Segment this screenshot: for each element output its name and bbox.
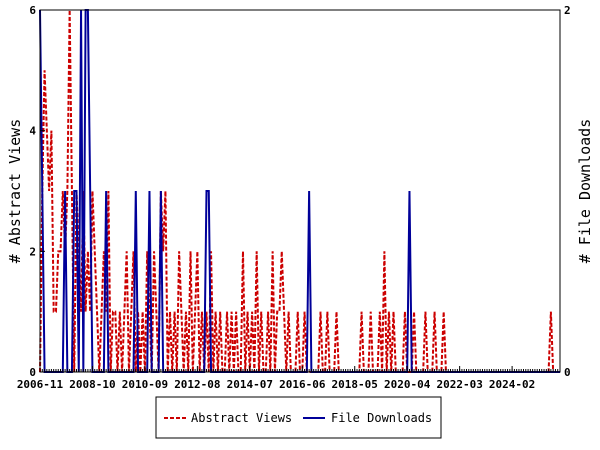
axes-layer bbox=[39, 9, 561, 373]
y-left-tick-label: 0 bbox=[29, 366, 36, 379]
x-tick-label: 2022-03 bbox=[436, 378, 482, 391]
y-right-tick-label: 0 bbox=[564, 366, 571, 379]
x-tick-label: 2010-09 bbox=[122, 378, 168, 391]
x-tick-label: 2008-10 bbox=[69, 378, 115, 391]
series-line-file-downloads bbox=[39, 9, 560, 373]
y-axis-title-right: # File Downloads bbox=[576, 119, 594, 264]
legend-box bbox=[155, 396, 442, 439]
ticks-layer: 0 2 4 6 0 2 2006-11 2008-10 2010-09 2012-08 2014-0… bbox=[17, 4, 571, 391]
legend-label-abstract-views: Abstract Views bbox=[191, 411, 292, 425]
x-tick-label: 2014-07 bbox=[227, 378, 273, 391]
x-tick-label: 2020-04 bbox=[384, 378, 431, 391]
y-left-tick-label: 4 bbox=[29, 125, 36, 138]
legend: Abstract Views File Downloads bbox=[155, 396, 442, 439]
x-tick-label: 2024-02 bbox=[489, 378, 535, 391]
y-right-tick-label: 2 bbox=[564, 4, 571, 17]
x-tick-label: 2006-11 bbox=[17, 378, 64, 391]
x-tick-label: 2018-05 bbox=[332, 378, 378, 391]
y-left-tick-label: 6 bbox=[29, 4, 36, 17]
x-tick-label: 2012-08 bbox=[174, 378, 220, 391]
x-tick-label: 2016-06 bbox=[279, 378, 326, 391]
plot-frame bbox=[39, 9, 561, 373]
legend-label-file-downloads: File Downloads bbox=[331, 411, 432, 425]
y-left-tick-label: 2 bbox=[29, 245, 36, 258]
series-layer bbox=[39, 9, 560, 373]
y-axis-title-left: # Abstract Views bbox=[6, 119, 24, 264]
series-line-abstract-views bbox=[39, 9, 560, 373]
